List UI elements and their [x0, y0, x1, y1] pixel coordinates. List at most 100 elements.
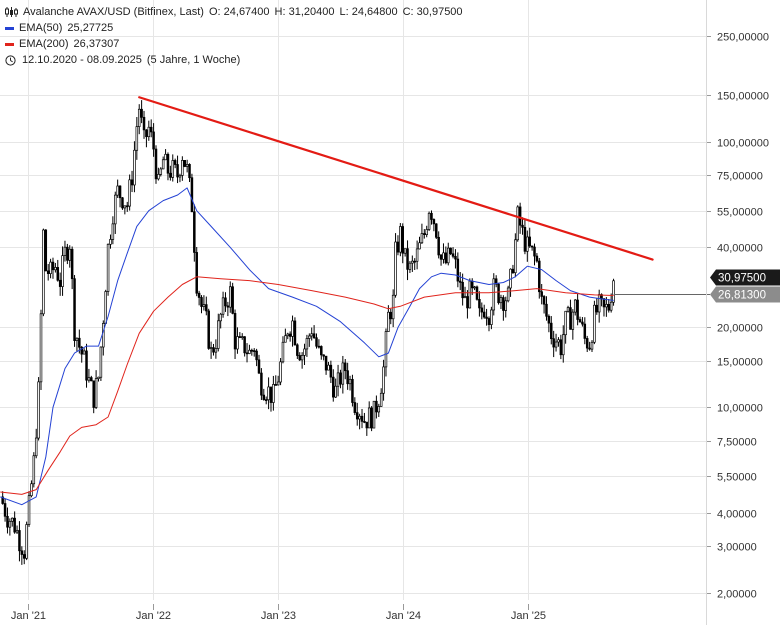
candle-body	[605, 303, 608, 308]
resistance-trendline	[138, 96, 654, 261]
candle-body	[114, 194, 117, 225]
candle-body	[607, 303, 611, 311]
candle-body	[348, 378, 352, 385]
x-axis-ticks: Jan '21 Jan '22 Jan '23 Jan '24 Jan '25	[11, 604, 546, 622]
ohlc-low: L: 24,64800	[339, 6, 398, 18]
candle-body	[351, 378, 354, 403]
candle-body	[245, 352, 249, 355]
candle-body	[188, 164, 191, 179]
candle-body	[329, 364, 333, 378]
candle-body	[435, 223, 438, 238]
candle-body	[66, 246, 69, 261]
candle-body	[578, 319, 582, 323]
candle-body	[375, 400, 378, 413]
candle-body	[612, 280, 615, 303]
candle-body	[530, 245, 534, 248]
candle-body	[293, 320, 297, 346]
ema200-line	[0, 276, 614, 495]
legend-ema200-row[interactable]: EMA(200) 26,37307	[5, 36, 468, 52]
candle-body	[200, 297, 203, 307]
candle-body	[116, 185, 119, 196]
candle-body	[447, 247, 450, 264]
candle-body	[485, 316, 488, 319]
candle-body	[6, 515, 9, 528]
candle-body	[346, 370, 349, 385]
candle-body	[437, 236, 440, 256]
candle-body	[226, 305, 230, 308]
candle-body	[42, 229, 45, 315]
candle-body	[497, 283, 500, 304]
candle-body	[257, 359, 261, 374]
candle-body	[324, 355, 328, 371]
candle-body	[73, 278, 76, 341]
candle-body	[511, 268, 515, 274]
ema50-value: 25,27725	[67, 22, 114, 34]
candle-body	[118, 185, 122, 199]
candle-body	[430, 212, 433, 220]
candle-body	[379, 392, 383, 407]
candle-body	[185, 164, 189, 167]
candle-body	[125, 205, 129, 208]
candle-body	[561, 334, 565, 356]
candle-body	[149, 126, 153, 133]
candle-body	[396, 241, 400, 253]
candle-body	[221, 297, 225, 315]
grid-lines	[0, 0, 706, 600]
candle-body	[205, 304, 208, 312]
period-info: (5 Jahre, 1 Woche)	[146, 54, 241, 66]
candle-body	[80, 346, 83, 355]
candle-body	[487, 318, 491, 325]
candle-body	[214, 348, 218, 353]
candle-body	[128, 179, 131, 207]
candle-body	[463, 296, 467, 299]
candle-body	[30, 483, 33, 497]
candle-body	[94, 378, 98, 408]
candle-body	[161, 159, 165, 170]
candle-body	[252, 350, 256, 352]
candle-body	[178, 175, 182, 178]
candle-body	[87, 377, 91, 381]
candle-body	[552, 338, 555, 348]
candle-body	[394, 241, 397, 296]
candle-body	[135, 126, 139, 151]
y-tick-label: 250,00000	[717, 32, 769, 44]
candle-body	[415, 248, 419, 262]
candle-body	[68, 248, 72, 261]
date-range: 12.10.2020 - 08.09.2025	[22, 54, 142, 66]
candle-body	[207, 310, 210, 349]
candle-body	[32, 455, 36, 485]
legend-ema50-row[interactable]: EMA(50) 25,27725	[5, 20, 468, 36]
reference-price-tag	[710, 286, 780, 303]
candle-body	[545, 303, 548, 317]
legend-range-row: 12.10.2020 - 08.09.2025 (5 Jahre, 1 Woch…	[5, 52, 468, 68]
candle-body	[384, 331, 388, 368]
candle-body	[274, 384, 278, 386]
candle-body	[281, 341, 285, 363]
candle-body	[360, 415, 364, 422]
candle-body	[454, 255, 457, 260]
candle-body	[267, 386, 270, 401]
candle-body	[269, 386, 273, 403]
ohlc-high: H: 31,20400	[274, 6, 335, 18]
candle-body	[202, 304, 206, 307]
candle-body	[90, 377, 93, 382]
candle-body	[248, 349, 251, 354]
candle-body	[229, 286, 232, 308]
clock-icon	[5, 54, 16, 66]
candle-body	[233, 313, 237, 350]
candle-body	[121, 197, 124, 209]
candle-body	[37, 381, 40, 439]
candle-body	[554, 341, 558, 348]
candle-body	[104, 291, 107, 324]
candle-body	[336, 372, 340, 387]
candle-body	[140, 108, 143, 118]
candle-body	[444, 252, 448, 264]
candle-body	[243, 336, 246, 354]
candle-body	[482, 311, 486, 318]
y-tick-label: 40,00000	[717, 243, 763, 255]
candle-body	[217, 320, 220, 349]
candle-body	[470, 280, 474, 289]
x-tick-label: Jan '25	[511, 610, 546, 622]
instrument-name: Avalanche AVAX/USD (Bitfinex, Last)	[23, 6, 204, 18]
